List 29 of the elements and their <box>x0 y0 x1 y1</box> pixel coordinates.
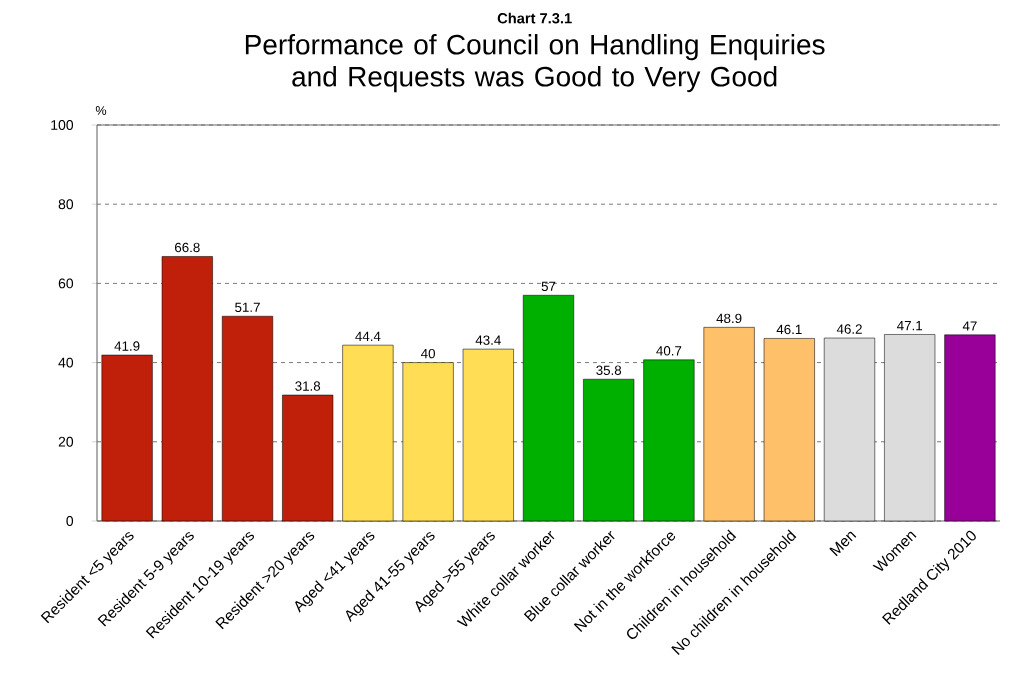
bar <box>282 394 334 522</box>
y-tick-label: 60 <box>58 278 74 289</box>
data-label: 48.9 <box>716 313 742 324</box>
y-tick-label: 40 <box>58 357 74 368</box>
caption: Chart 7.3.1 <box>497 12 572 24</box>
y-tick-label: 20 <box>58 436 74 447</box>
data-label: 40.7 <box>656 346 682 356</box>
bar <box>402 362 454 522</box>
x-tick-label: Men <box>829 531 857 557</box>
data-label: 57 <box>541 281 556 291</box>
data-label: 43.4 <box>475 335 501 345</box>
data-label: 44.4 <box>355 331 381 341</box>
data-label: 47.1 <box>897 321 923 331</box>
y-tick-label: 80 <box>58 199 74 210</box>
bar <box>221 315 274 522</box>
data-label: 31.8 <box>295 381 321 391</box>
chart-title: Performance of Council on Handling Enquiries and Requests was Good to Very Good <box>245 34 825 93</box>
y-tick-label: 0 <box>66 516 74 526</box>
data-label: 46.1 <box>776 324 802 335</box>
data-label: 41.9 <box>114 341 140 351</box>
bar <box>342 344 394 522</box>
data-label: 66.8 <box>175 242 200 253</box>
y-tick-label: 100 <box>51 120 74 130</box>
data-label: 40 <box>421 348 436 359</box>
data-label: 46.2 <box>836 324 862 334</box>
data-label: 47 <box>962 321 977 331</box>
data-label: 35.8 <box>596 365 622 375</box>
y-axis-title: % <box>95 106 107 115</box>
data-label: 51.7 <box>235 302 260 312</box>
